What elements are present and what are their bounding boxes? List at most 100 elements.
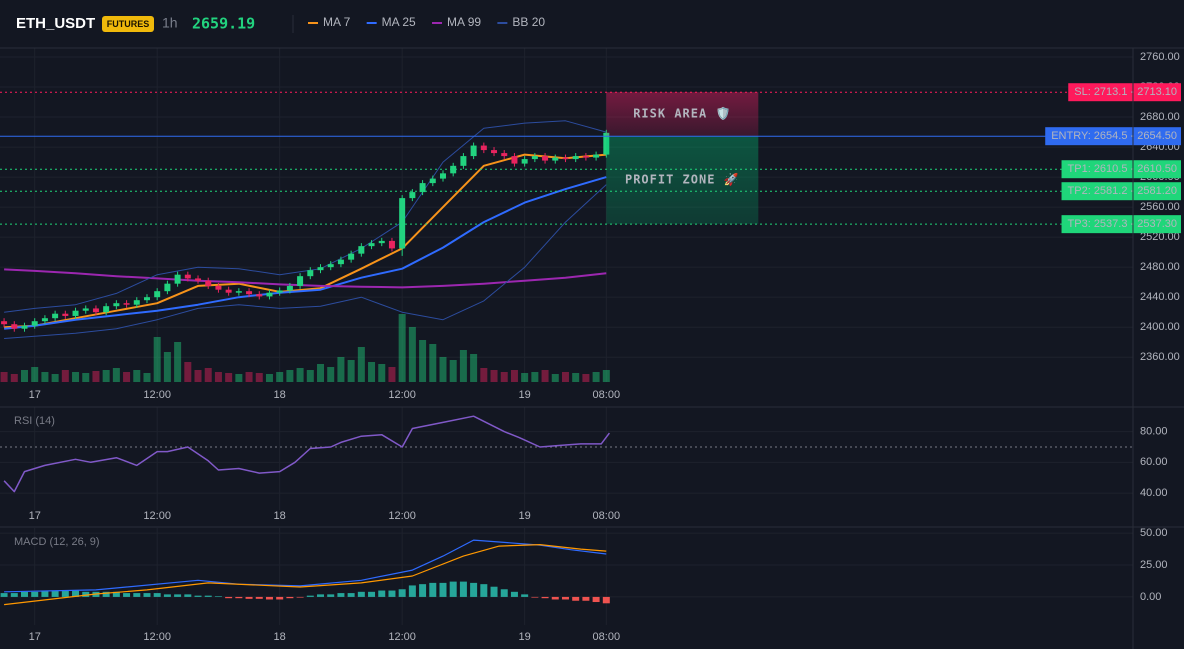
candle-body: [205, 280, 212, 286]
legend-label: MA 25: [382, 15, 416, 29]
histogram-bar: [582, 596, 590, 601]
x-tick-label: 12:00: [143, 389, 171, 401]
histogram-bar: [378, 590, 386, 597]
volume-bar: [378, 364, 386, 382]
candle-body: [297, 276, 304, 286]
histogram-bar: [112, 591, 120, 597]
x-tick-label: 18: [274, 631, 286, 643]
histogram-bar: [20, 591, 28, 597]
y-tick-label: 2680.00: [1140, 111, 1180, 123]
volume-bar: [174, 342, 182, 382]
x-tick-label: 12:00: [143, 631, 171, 643]
panel-title: MACD (12, 26, 9): [14, 536, 100, 548]
volume-bar: [582, 374, 590, 382]
histogram-bar: [184, 594, 192, 597]
histogram-bar: [31, 591, 39, 597]
histogram-bar: [398, 589, 406, 597]
y-tick-label: 2760.00: [1140, 51, 1180, 63]
candle-body: [72, 310, 79, 316]
candle-body: [11, 324, 18, 329]
volume-bar: [296, 368, 304, 382]
overlay-line: [4, 120, 607, 313]
x-tick-label: 08:00: [593, 631, 621, 643]
candle-body: [164, 283, 171, 292]
histogram-bar: [51, 590, 59, 597]
volume-bar: [327, 367, 335, 382]
histogram-bar: [419, 584, 427, 597]
candle-body: [542, 156, 549, 161]
candle-body: [358, 246, 365, 254]
histogram-bar: [388, 590, 396, 597]
level-label: ENTRY: 2654.5 - 2654.50: [1051, 130, 1177, 142]
overlay-layer: RISK AREA 🛡️ PROFIT ZONE 🚀 SL: 2713.1 - 27…: [0, 83, 1181, 234]
interval[interactable]: 1h: [162, 15, 178, 31]
candle-body: [337, 259, 344, 265]
candle-body: [521, 159, 528, 164]
histogram-bar: [429, 582, 437, 597]
volume-bar: [92, 371, 100, 382]
candle-body: [317, 267, 324, 271]
histogram-bar: [408, 585, 416, 597]
candle-body: [266, 292, 273, 297]
candle-body: [256, 294, 263, 297]
candle-body: [82, 308, 89, 311]
volume-bar: [163, 352, 171, 382]
y-tick-label: 2360.00: [1140, 351, 1180, 363]
candle-body: [31, 321, 38, 326]
candle-body: [225, 289, 232, 293]
histogram-bar: [368, 591, 376, 597]
x-tick-label: 18: [274, 389, 286, 401]
histogram-bar: [572, 596, 580, 601]
volume-bar: [541, 370, 549, 382]
volume-bar: [572, 373, 580, 382]
y-tick-label: 25.00: [1140, 559, 1168, 571]
histogram-bar: [327, 594, 335, 597]
histogram-bar: [123, 593, 131, 597]
volume-bar: [41, 372, 49, 382]
candle-body: [1, 321, 8, 325]
macd-line: [4, 544, 607, 606]
y-tick-label: 40.00: [1140, 487, 1168, 499]
candle-body: [195, 278, 202, 281]
volume-bar: [112, 368, 120, 382]
volume-bar: [531, 372, 539, 382]
histogram-bar: [541, 596, 549, 599]
level-label: SL: 2713.1 - 2713.10: [1074, 86, 1177, 98]
candle-body: [582, 156, 589, 158]
histogram-bar: [531, 596, 539, 598]
candle-body: [480, 145, 487, 151]
histogram-bar: [439, 582, 447, 597]
candle-body: [215, 285, 222, 290]
volume-bar: [480, 368, 488, 382]
volume-bar: [184, 362, 192, 382]
candle-body: [552, 157, 559, 161]
candle-body: [286, 285, 293, 291]
volume-bar: [72, 372, 80, 382]
histogram-bar: [286, 596, 294, 599]
volume-bar: [337, 357, 345, 382]
level-label-bg: [1068, 83, 1181, 102]
histogram-bar: [490, 586, 498, 597]
candle-body: [174, 274, 181, 284]
level-label-bg: [1045, 127, 1181, 146]
candle-body: [246, 291, 253, 295]
histogram-bar: [357, 591, 365, 597]
volume-bar: [419, 340, 427, 382]
zone-label: RISK AREA 🛡️: [633, 107, 731, 121]
histogram-bar: [143, 593, 151, 597]
candle-body: [562, 157, 569, 160]
legend-label: MA 99: [447, 15, 481, 29]
legend-label: BB 20: [512, 15, 545, 29]
volume-bar: [194, 370, 202, 382]
volume-bar: [408, 327, 416, 382]
volume-bar: [225, 373, 233, 382]
candle-body: [41, 318, 48, 322]
y-tick-label: 50.00: [1140, 527, 1168, 539]
histogram-bar: [72, 590, 80, 597]
volume-bar: [265, 374, 273, 382]
panel-title: RSI (14): [14, 415, 55, 427]
level-label-bg: [1061, 182, 1181, 201]
x-tick-label: 18: [274, 510, 286, 522]
x-tick-label: 19: [519, 631, 531, 643]
